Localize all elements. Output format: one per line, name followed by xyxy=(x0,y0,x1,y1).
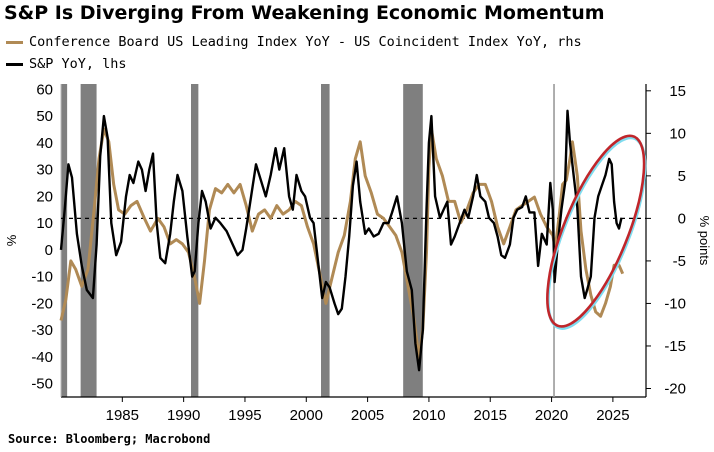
x-tick-label-6: 2015 xyxy=(474,407,507,424)
left-tick-label-7: -10 xyxy=(31,269,53,286)
right-tick-label-4: -5 xyxy=(673,253,686,270)
legend-label-leading-index: Conference Board US Leading Index YoY - … xyxy=(29,34,582,50)
left-tick-label-9: -30 xyxy=(31,322,53,339)
recession-band-1 xyxy=(80,84,97,397)
x-tick-label-1: 1990 xyxy=(167,407,200,424)
left-tick-label-8: -20 xyxy=(31,295,53,312)
right-tick-label-7: -20 xyxy=(664,380,686,397)
highlight-ellipse-glow xyxy=(546,136,647,330)
recession-band-0 xyxy=(61,84,68,397)
left-tick-label-5: 10 xyxy=(36,215,53,232)
x-tick-label-8: 2025 xyxy=(596,407,629,424)
right-axis-label: % points xyxy=(697,216,712,266)
highlight-ellipse-outline xyxy=(546,134,646,328)
right-tick-label-0: 15 xyxy=(669,83,686,100)
highlight-ellipse xyxy=(546,134,647,330)
right-tick-label-2: 5 xyxy=(678,168,686,185)
series-line-leading-index xyxy=(59,127,625,361)
left-tick-label-3: 30 xyxy=(36,162,53,179)
recession-band-4 xyxy=(403,84,423,397)
legend-item-leading-index: Conference Board US Leading Index YoY - … xyxy=(6,34,582,50)
left-tick-label-1: 50 xyxy=(36,108,53,125)
axis-ticks: 6050403020100-10-20-30-40-50151050-5-10-… xyxy=(4,81,712,424)
x-tick-label-4: 2005 xyxy=(351,407,384,424)
x-tick-label-2: 1995 xyxy=(228,407,261,424)
legend-swatch-sp xyxy=(6,62,23,66)
right-tick-label-3: 0 xyxy=(678,210,686,227)
x-tick-label-3: 2000 xyxy=(290,407,323,424)
left-tick-label-4: 20 xyxy=(36,188,53,205)
recession-bands xyxy=(61,84,423,397)
legend-swatch-leading-index xyxy=(6,40,23,44)
left-tick-label-2: 40 xyxy=(36,135,53,152)
recession-band-2 xyxy=(191,84,199,397)
left-tick-label-11: -50 xyxy=(31,376,53,393)
recession-band-3 xyxy=(321,84,330,397)
right-tick-label-5: -10 xyxy=(664,295,686,312)
x-tick-label-0: 1985 xyxy=(106,407,139,424)
source-note: Source: Bloomberg; Macrobond xyxy=(8,432,211,446)
series-line-sp xyxy=(59,109,623,372)
left-tick-label-10: -40 xyxy=(31,349,53,366)
legend-label-sp: S&P YoY, lhs xyxy=(29,56,127,72)
legend-item-sp: S&P YoY, lhs xyxy=(6,56,127,72)
left-tick-label-6: 0 xyxy=(45,242,53,259)
x-tick-label-7: 2020 xyxy=(535,407,568,424)
left-tick-label-0: 60 xyxy=(36,81,53,98)
right-tick-label-1: 10 xyxy=(669,125,686,142)
right-tick-label-6: -15 xyxy=(664,338,686,355)
chart-title: S&P Is Diverging From Weakening Economic… xyxy=(4,2,605,24)
x-tick-label-5: 2010 xyxy=(412,407,445,424)
left-axis-label: % xyxy=(4,234,19,246)
